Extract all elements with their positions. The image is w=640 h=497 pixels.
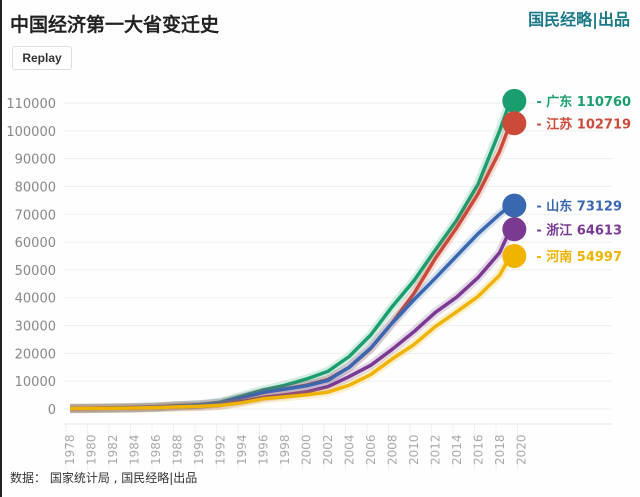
x-tick-label: 1996 xyxy=(257,434,271,465)
y-tick-label: 30000 xyxy=(15,320,56,335)
series-halo xyxy=(69,99,515,413)
series-end-marker xyxy=(502,111,527,136)
y-tick-label: 50000 xyxy=(15,264,56,279)
series-label: - 河南 54997 xyxy=(536,249,622,265)
series-end-marker xyxy=(502,88,527,113)
series-label: - 山东 73129 xyxy=(536,199,622,215)
x-tick-label: 1984 xyxy=(128,434,142,465)
y-tick-label: 60000 xyxy=(15,236,56,251)
series-end-marker xyxy=(502,193,527,218)
x-tick-label: 2002 xyxy=(321,434,335,465)
y-tick-label: 20000 xyxy=(15,347,56,362)
series-line-广东 xyxy=(69,100,512,411)
x-tick-label: 2006 xyxy=(364,434,378,465)
y-tick-label: 110000 xyxy=(6,97,56,112)
x-tick-label: 1988 xyxy=(171,434,185,465)
y-tick-label: 40000 xyxy=(15,292,56,307)
x-tick-label: 2004 xyxy=(343,434,357,465)
y-tick-label: 0 xyxy=(48,403,56,418)
x-tick-label: 2018 xyxy=(493,434,507,465)
series-label: - 浙江 64613 xyxy=(536,222,622,238)
x-tick-label: 1992 xyxy=(214,434,228,465)
y-tick-label: 90000 xyxy=(15,153,56,168)
x-tick-label: 1998 xyxy=(278,434,292,465)
page-title: 中国经济第一大省变迁史 xyxy=(10,14,220,36)
series-label: - 广东 110760 xyxy=(536,94,631,110)
series-line-河南 xyxy=(69,255,512,411)
x-tick-label: 1980 xyxy=(85,434,99,465)
series-end-marker xyxy=(502,217,527,242)
x-tick-label: 2010 xyxy=(407,434,421,465)
brand-label: 国民经略|出品 xyxy=(528,10,630,29)
y-tick-label: 10000 xyxy=(15,375,56,390)
series-label: - 江苏 102719 xyxy=(536,116,631,132)
source-note: 数据： 国家统计局 , 国民经略|出品 xyxy=(10,471,198,485)
x-tick-label: 1978 xyxy=(63,434,77,465)
x-tick-label: 2012 xyxy=(429,434,443,465)
x-tick-label: 1990 xyxy=(192,434,206,465)
x-tick-label: 2000 xyxy=(300,434,314,465)
x-tick-label: 1986 xyxy=(149,434,163,465)
y-tick-label: 80000 xyxy=(15,180,56,195)
x-tick-label: 2014 xyxy=(450,434,464,465)
x-tick-label: 1994 xyxy=(235,434,249,465)
x-tick-label: 2020 xyxy=(515,434,529,465)
x-tick-label: 2008 xyxy=(386,434,400,465)
x-tick-label: 1982 xyxy=(106,434,120,465)
replay-button[interactable]: Replay xyxy=(12,46,72,70)
y-tick-label: 100000 xyxy=(6,125,56,140)
x-tick-label: 2016 xyxy=(472,434,486,465)
y-tick-label: 70000 xyxy=(15,208,56,223)
series-end-marker xyxy=(502,244,527,269)
